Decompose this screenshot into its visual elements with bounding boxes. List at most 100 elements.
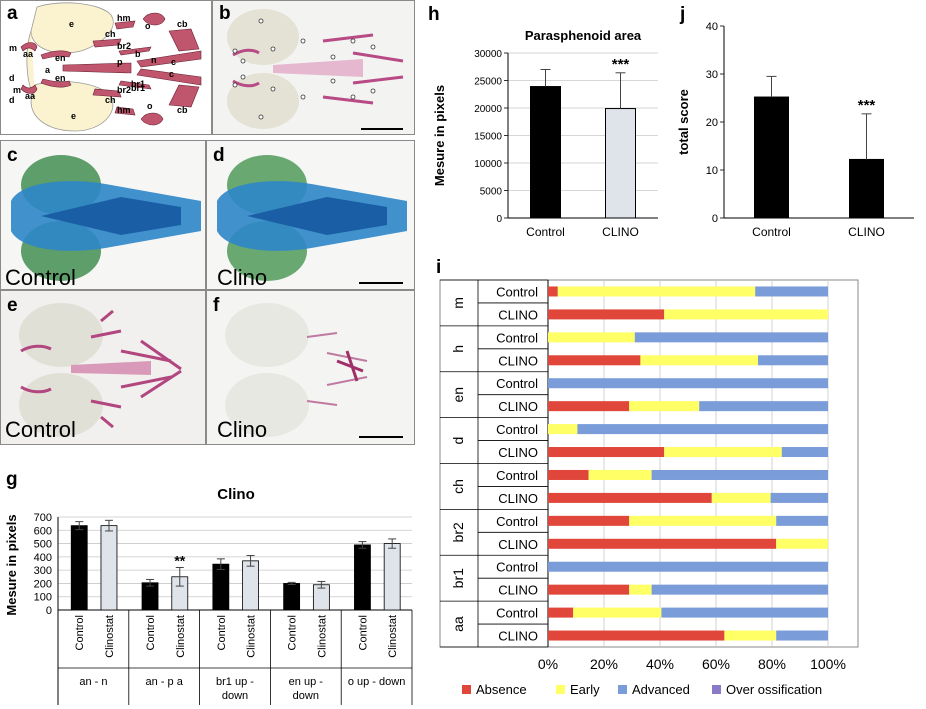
schematic-label: d [9, 95, 15, 105]
y-axis-label: Mesure in pixels [432, 85, 447, 186]
group-label: en up - [289, 676, 324, 688]
group-label: ch [450, 479, 466, 494]
bar-segment-absence [548, 515, 630, 526]
bar-label: Control [287, 615, 299, 650]
x-tick-label: 100% [810, 656, 846, 672]
row-label: Control [496, 376, 538, 391]
row-label: Control [496, 606, 538, 621]
legend-swatch-advanced [618, 685, 627, 694]
row-label: Control [496, 284, 538, 299]
panel-label-c: c [7, 145, 18, 166]
bar-segment-absence [548, 309, 665, 320]
schematic-label: c [169, 69, 174, 79]
element-br1-top [118, 46, 152, 56]
bar-control [754, 96, 789, 219]
chart-j-svg: 0 10 20 30 40 total score Control CLINO *** [676, 21, 914, 239]
schematic-label: en [55, 73, 66, 83]
y-tick-label: 40 [706, 21, 718, 33]
schematic-label: aa [25, 91, 36, 101]
y-tick-label: 0 [46, 605, 52, 617]
y-tick-label: 400 [34, 552, 52, 564]
schematic-label: br1 [131, 79, 145, 89]
bar-control [283, 583, 301, 611]
bar-segment-advanced [776, 630, 828, 641]
chart-h-svg: Parasphenoid area 0 5000 10000 15000 20000 250… [432, 28, 658, 239]
y-tick-label: 30000 [474, 49, 502, 60]
element-n-top [136, 50, 202, 68]
schematic-label: p [117, 57, 123, 67]
legend-swatch-over [712, 685, 721, 694]
bar-segment-absence [548, 469, 589, 480]
group-label: d [450, 437, 466, 445]
x-tick-label: Control [526, 225, 565, 239]
parasphenoid-stain [273, 59, 363, 77]
schematic-label: cb [177, 19, 188, 29]
y-tick-label: 0 [496, 214, 502, 225]
y-tick-label: 30 [706, 69, 718, 81]
bar-segment-early [664, 447, 782, 458]
element-cb-bottom [168, 84, 200, 108]
chart-i-svg: 0% 20% 40% 60% 80% 100% m Control CLINO h Control C… [439, 279, 859, 697]
chart-title: Clino [217, 486, 255, 503]
element-m-bottom [20, 84, 38, 94]
schematic-label: br1 [131, 83, 145, 93]
schematic-label: a [45, 65, 51, 75]
bar-control [70, 525, 88, 611]
bar-segment-early [629, 401, 700, 412]
panel-i-chart: i 0% 20% 40% 60% 80% 100% m Control CLINO h Contro… [422, 255, 926, 709]
bar-segment-advanced [755, 286, 828, 297]
bar-segment-advanced [699, 401, 828, 412]
bar-label: Control [216, 615, 228, 650]
x-tick-label: 20% [590, 656, 618, 672]
bar-segment-absence [548, 447, 665, 458]
element-ch-top [92, 38, 122, 48]
y-tick-label: 25000 [474, 77, 502, 88]
bar-clinostat [383, 543, 401, 611]
y-tick-label: 200 [34, 578, 52, 590]
element-cb-top [168, 28, 200, 52]
bar-segment-advanced [548, 378, 828, 389]
y-tick-label: 5000 [480, 187, 503, 198]
bone-stains [306, 332, 368, 406]
panel-b-photo: b [212, 0, 415, 135]
panel-j-chart: j 0 10 20 30 40 total score Control CLINO *** [670, 0, 926, 250]
schematic-label: ch [105, 29, 116, 39]
bar-clinostat [100, 525, 118, 611]
schematic-label: o [147, 101, 153, 111]
schematic-label: br2 [117, 85, 131, 95]
legend-label: Over ossification [726, 682, 822, 697]
row-label: Control [496, 514, 538, 529]
bar-segment-early [629, 515, 777, 526]
bar-segment-early [588, 469, 652, 480]
cartilage-dark [247, 197, 387, 235]
schematic-label: o [145, 21, 151, 31]
alcian-stained-larva-clino [217, 155, 407, 284]
stained-larva-dorsal-landmarks [227, 9, 404, 130]
schematic-label: e [71, 111, 76, 121]
y-tick-label: 10 [706, 165, 718, 177]
bar-segment-advanced [577, 424, 828, 435]
panel-h-chart: h Parasphenoid area 0 5000 10000 15000 20000 2… [422, 0, 668, 250]
row-label: CLINO [498, 445, 538, 460]
schematic-label: hm [117, 105, 131, 115]
eye-top [30, 2, 114, 54]
bar-label: Clinostat [316, 615, 328, 658]
row-label: Control [496, 422, 538, 437]
group-label: br1 [450, 568, 466, 588]
bar-segment-early [573, 607, 662, 618]
bar-segment-advanced [781, 447, 828, 458]
bar-label: Control [357, 615, 369, 650]
x-tick-label: 40% [646, 656, 674, 672]
row-label: CLINO [498, 399, 538, 414]
x-tick-label: CLINO [848, 225, 885, 239]
bar-control [141, 582, 159, 611]
y-tick-label: 100 [34, 592, 52, 604]
bar-segment-early [557, 286, 756, 297]
bar-segment-advanced [758, 355, 828, 366]
bar-label: Clinostat [246, 615, 258, 658]
group-label: aa [450, 616, 466, 632]
element-br1-bottom [118, 80, 152, 90]
row-label: Control [496, 468, 538, 483]
cartilage-dark [41, 197, 181, 235]
